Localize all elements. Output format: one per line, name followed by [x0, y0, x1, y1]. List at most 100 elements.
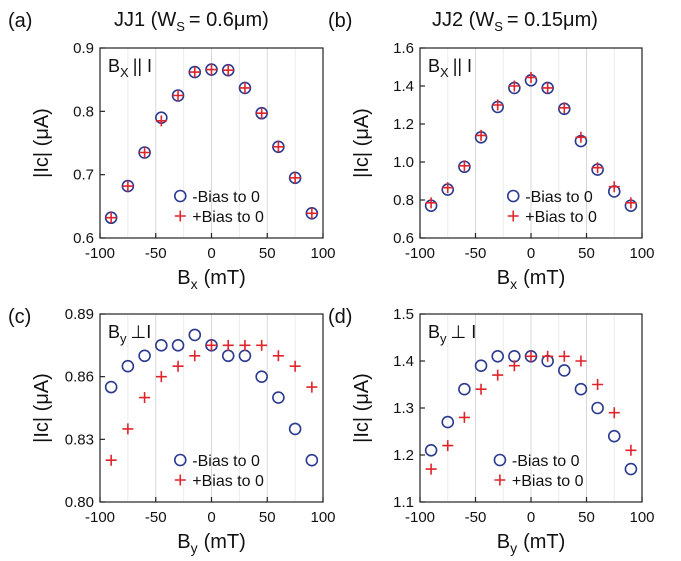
data-point-plus-bias — [575, 355, 587, 367]
data-point-minus-bias — [508, 349, 521, 363]
field-direction-label: BX || I — [428, 56, 472, 80]
data-point-plus-bias — [105, 212, 117, 224]
x-axis-label-sub: y — [510, 540, 517, 556]
data-point-plus-bias — [256, 107, 268, 119]
legend-marker-plus — [174, 474, 186, 486]
panel-label: (d) — [328, 306, 352, 328]
data-point-minus-bias — [255, 370, 268, 383]
y-tick-label: 1.6 — [393, 40, 414, 57]
data-point-minus-bias — [104, 380, 118, 394]
panel-label: (b) — [328, 10, 352, 32]
y-tick-label: 1.1 — [393, 494, 414, 511]
x-axis-label-sub: x — [191, 276, 198, 292]
x-tick-label: 0 — [527, 509, 535, 526]
x-axis-label-main: B — [497, 531, 510, 553]
data-point-minus-bias — [305, 453, 319, 467]
data-point-minus-bias — [591, 401, 604, 415]
data-point-plus-bias — [542, 82, 554, 94]
x-tick-label: 50 — [259, 509, 276, 526]
x-tick-label: 50 — [578, 245, 595, 262]
legend-marker-circle — [493, 453, 507, 467]
data-point-plus-bias — [139, 392, 151, 404]
x-tick-label: -50 — [465, 245, 487, 262]
data-point-minus-bias — [171, 339, 185, 352]
x-tick-label: 0 — [207, 245, 215, 262]
x-axis-label: Bx (mT) — [497, 267, 566, 292]
data-point-plus-bias — [172, 90, 184, 101]
x-axis-label: By (mT) — [497, 531, 566, 556]
data-point-plus-bias — [272, 350, 284, 362]
data-point-minus-bias — [155, 339, 168, 352]
y-tick-label: 1.2 — [393, 116, 414, 133]
x-tick-label: -100 — [85, 509, 115, 526]
data-point-plus-bias — [155, 115, 167, 127]
field-direction-label: By ⊥I — [108, 322, 151, 346]
x-axis-label-main: B — [497, 267, 510, 289]
data-point-plus-bias — [425, 463, 437, 475]
y-tick-label: 1.5 — [393, 306, 414, 323]
data-point-plus-bias — [189, 66, 201, 78]
legend-label: -Bias to 0 — [192, 189, 260, 206]
data-point-minus-bias — [138, 349, 151, 363]
x-axis-label-main: B — [177, 267, 190, 289]
legend-marker-plus — [494, 474, 506, 486]
data-point-plus-bias — [256, 339, 268, 351]
x-tick-label: 100 — [310, 245, 335, 262]
x-tick-label: 50 — [259, 245, 276, 262]
data-point-minus-bias — [221, 349, 235, 363]
data-point-plus-bias — [625, 197, 637, 209]
data-point-plus-bias — [139, 147, 151, 158]
data-point-plus-bias — [575, 131, 587, 143]
data-point-minus-bias — [272, 391, 285, 404]
y-axis-label: |Ic| (μA) — [31, 108, 53, 178]
data-point-plus-bias — [122, 180, 134, 192]
panel-d: -100 -50 0 50 100 1.1 1.2 1.3 1.4 1.5 By (mT) |Ic| (… — [328, 306, 655, 556]
data-point-minus-bias — [624, 462, 638, 476]
y-tick-label: 1.3 — [393, 400, 414, 417]
column-title-jj1: JJ1 (WS = 0.6μm) — [114, 9, 269, 34]
data-point-minus-bias — [424, 443, 438, 457]
field-direction-label: By ⊥ I — [428, 322, 476, 346]
x-tick-label: 0 — [527, 245, 535, 262]
data-point-plus-bias — [239, 339, 251, 351]
y-tick-label: 1.0 — [393, 154, 414, 171]
data-point-minus-bias — [238, 349, 252, 363]
data-point-minus-bias — [288, 422, 302, 436]
y-tick-label: 1.4 — [393, 353, 414, 370]
data-point-plus-bias — [105, 454, 117, 466]
legend-marker-circle — [506, 189, 520, 203]
data-point-minus-bias — [458, 382, 471, 396]
data-point-plus-bias — [442, 440, 454, 452]
data-point-plus-bias — [272, 141, 284, 153]
y-axis-label: |Ic| (μA) — [351, 108, 373, 178]
data-point-plus-bias — [542, 350, 554, 362]
data-point-minus-bias — [607, 429, 621, 443]
x-axis-label: By (mT) — [177, 531, 246, 556]
data-point-plus-bias — [525, 350, 537, 362]
y-tick-label: 0.6 — [393, 230, 414, 247]
data-point-plus-bias — [558, 350, 570, 362]
field-direction-label: BX || I — [108, 56, 152, 80]
data-point-plus-bias — [508, 80, 520, 92]
data-point-minus-bias — [121, 359, 135, 373]
x-tick-label: 100 — [310, 509, 335, 526]
y-tick-label: 1.2 — [393, 447, 414, 464]
legend-marker-circle — [173, 453, 187, 467]
data-point-plus-bias — [122, 423, 134, 435]
y-tick-label: 0.83 — [65, 431, 94, 448]
data-point-plus-bias — [508, 360, 520, 372]
legend-marker-plus — [507, 210, 519, 222]
data-point-minus-bias — [474, 359, 488, 373]
data-point-plus-bias — [206, 64, 217, 76]
data-point-plus-bias — [222, 339, 234, 351]
data-point-plus-bias — [475, 383, 487, 395]
data-point-plus-bias — [608, 181, 620, 193]
x-tick-label: 0 — [207, 509, 215, 526]
data-point-plus-bias — [289, 172, 301, 184]
x-axis-label-sub: y — [191, 540, 198, 556]
x-axis-label: Bx (mT) — [177, 267, 246, 292]
y-tick-label: 0.80 — [65, 494, 94, 511]
y-axis-label: |Ic| (μA) — [31, 373, 53, 443]
data-point-plus-bias — [592, 162, 604, 174]
